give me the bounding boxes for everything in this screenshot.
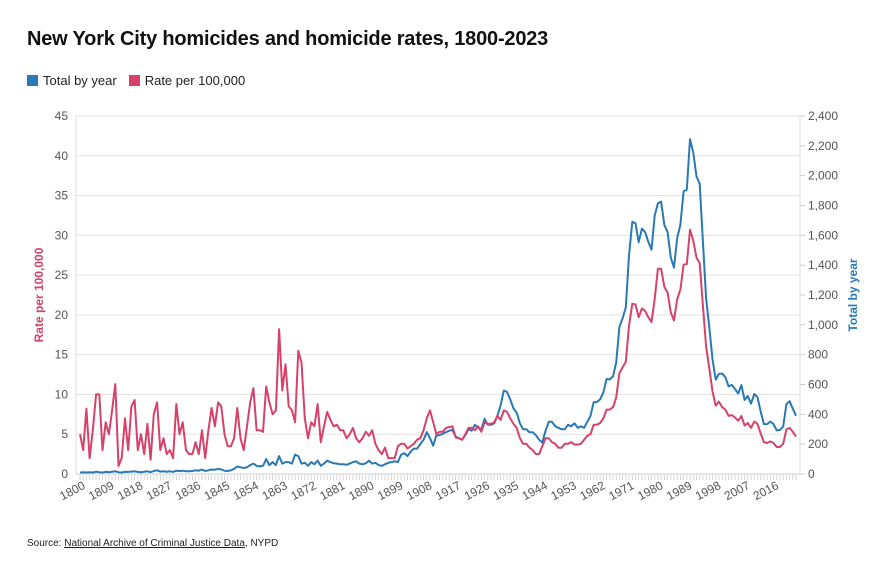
x-tick-label: 1800	[57, 478, 87, 503]
y-tick-right: 600	[808, 378, 828, 392]
y-tick-right: 2,000	[808, 169, 838, 183]
legend-item-total: Total by year	[27, 73, 117, 88]
source-link[interactable]: National Archive of Criminal Justice Dat…	[64, 538, 245, 549]
x-tick-label: 1854	[231, 478, 261, 503]
x-tick-label: 1971	[606, 478, 636, 503]
series-line-rate	[79, 228, 797, 467]
x-tick-label: 1881	[317, 478, 347, 503]
legend: Total by year Rate per 100,000	[27, 73, 245, 88]
legend-label-rate: Rate per 100,000	[144, 73, 246, 88]
y-axis-title-left: Rate per 100,000	[32, 247, 46, 342]
x-tick-label: 1989	[664, 478, 694, 503]
y-tick-left: 5	[61, 427, 68, 441]
series-line-total	[79, 138, 797, 474]
y-tick-left: 10	[55, 387, 69, 401]
y-tick-left: 35	[55, 189, 69, 203]
y-tick-left: 15	[55, 348, 69, 362]
y-tick-left: 40	[55, 149, 69, 163]
source-note: Source: National Archive of Criminal Jus…	[27, 538, 278, 549]
x-tick-label: 1845	[202, 478, 232, 503]
x-tick-label: 1863	[260, 478, 290, 503]
legend-swatch-rate	[128, 75, 140, 86]
x-tick-label: 1818	[115, 478, 145, 503]
x-tick-label: 1836	[173, 478, 203, 503]
x-tick-label: 1827	[144, 478, 174, 503]
y-tick-right: 1,600	[808, 228, 838, 242]
y-axis-title-right: Total by year	[846, 258, 860, 331]
y-tick-left: 30	[55, 228, 69, 242]
y-tick-right: 1,400	[808, 258, 838, 272]
y-tick-right: 2,400	[808, 109, 838, 123]
x-tick-label: 1809	[86, 478, 116, 503]
source-suffix: , NYPD	[244, 538, 279, 549]
x-tick-label: 1908	[404, 478, 434, 503]
y-tick-right: 1,200	[808, 288, 838, 302]
x-tick-label: 1944	[520, 478, 550, 503]
x-tick-label: 1917	[433, 478, 463, 503]
legend-label-total: Total by year	[43, 73, 117, 88]
y-tick-right: 1,000	[808, 318, 838, 332]
y-tick-right: 400	[808, 407, 828, 421]
y-tick-right: 1,800	[808, 199, 838, 213]
legend-item-rate: Rate per 100,000	[128, 73, 246, 88]
chart-title: New York City homicides and homicide rat…	[27, 28, 549, 50]
x-tick-label: 2016	[751, 478, 781, 503]
x-tick-label: 1899	[375, 478, 405, 503]
x-tick-label: 1998	[693, 478, 723, 503]
x-tick-label: 1962	[577, 478, 607, 503]
x-tick-label: 1980	[635, 478, 665, 503]
y-tick-right: 200	[808, 437, 828, 451]
y-tick-right: 2,200	[808, 139, 838, 153]
y-tick-right: 800	[808, 348, 828, 362]
x-tick-label: 1872	[288, 478, 318, 503]
x-tick-label: 2007	[722, 478, 752, 503]
y-tick-right: 0	[808, 467, 815, 481]
y-tick-left: 25	[55, 268, 69, 282]
y-tick-left: 45	[55, 109, 69, 123]
x-tick-label: 1935	[491, 478, 521, 503]
source-prefix: Source:	[27, 538, 65, 549]
y-tick-left: 0	[61, 467, 68, 481]
legend-swatch-total	[27, 75, 38, 86]
x-tick-label: 1953	[549, 478, 579, 503]
x-tick-label: 1926	[462, 478, 492, 503]
x-tick-label: 1890	[346, 478, 376, 503]
y-tick-left: 20	[55, 308, 69, 322]
